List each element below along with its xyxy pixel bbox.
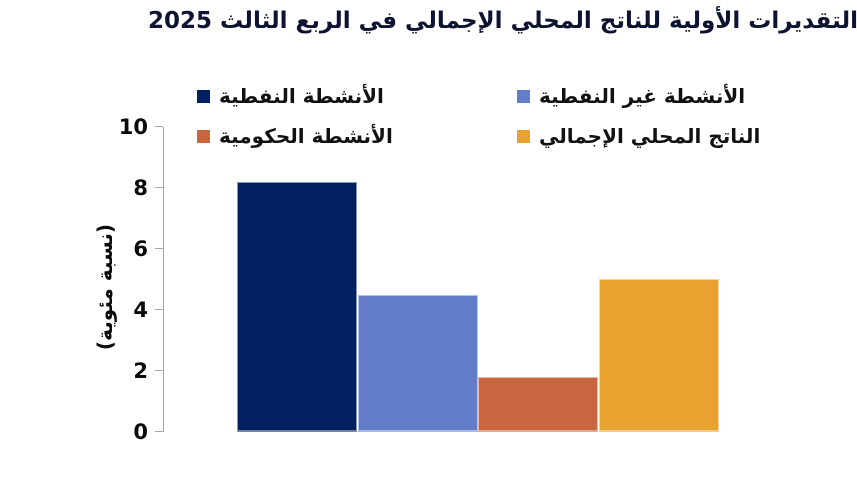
y-tick-label: 2 [133,359,148,383]
y-tick-label: 6 [133,237,148,261]
legend-item-1: الأنشطة غير النفطية [517,84,745,108]
bar-series-1 [358,295,478,432]
legend-item-0: الأنشطة النفطية [197,84,384,108]
y-tick-mark [155,309,163,310]
legend-item-3: الناتج المحلي الإجمالي [517,124,760,148]
legend-swatch-icon [517,89,530,103]
legend-swatch-icon [197,129,210,143]
legend-label: الأنشطة الحكومية [219,124,393,148]
y-tick-mark [155,126,163,127]
bar-series-0 [237,182,357,432]
y-tick-label: 8 [133,176,148,200]
y-tick-mark [155,370,163,371]
y-tick-label: 4 [133,298,148,322]
y-axis-line [163,127,164,432]
legend-label: الأنشطة غير النفطية [539,84,746,108]
legend-swatch-icon [197,89,210,103]
legend-label: الناتج المحلي الإجمالي [539,124,761,148]
legend-item-2: الأنشطة الحكومية [197,124,393,148]
y-tick-mark [155,248,163,249]
bar-series-2 [478,377,598,432]
y-tick-label: 10 [118,115,148,139]
legend-label: الأنشطة النفطية [219,84,384,108]
chart-title: التقديرات الأولية للناتج المحلي الإجمالي… [147,8,857,34]
y-tick-label: 0 [133,420,148,444]
bar-series-3 [599,279,719,432]
y-axis-title: (نسبة مئوية) [93,223,117,351]
y-tick-mark [155,187,163,188]
y-tick-mark [155,431,163,432]
legend-swatch-icon [517,129,530,143]
